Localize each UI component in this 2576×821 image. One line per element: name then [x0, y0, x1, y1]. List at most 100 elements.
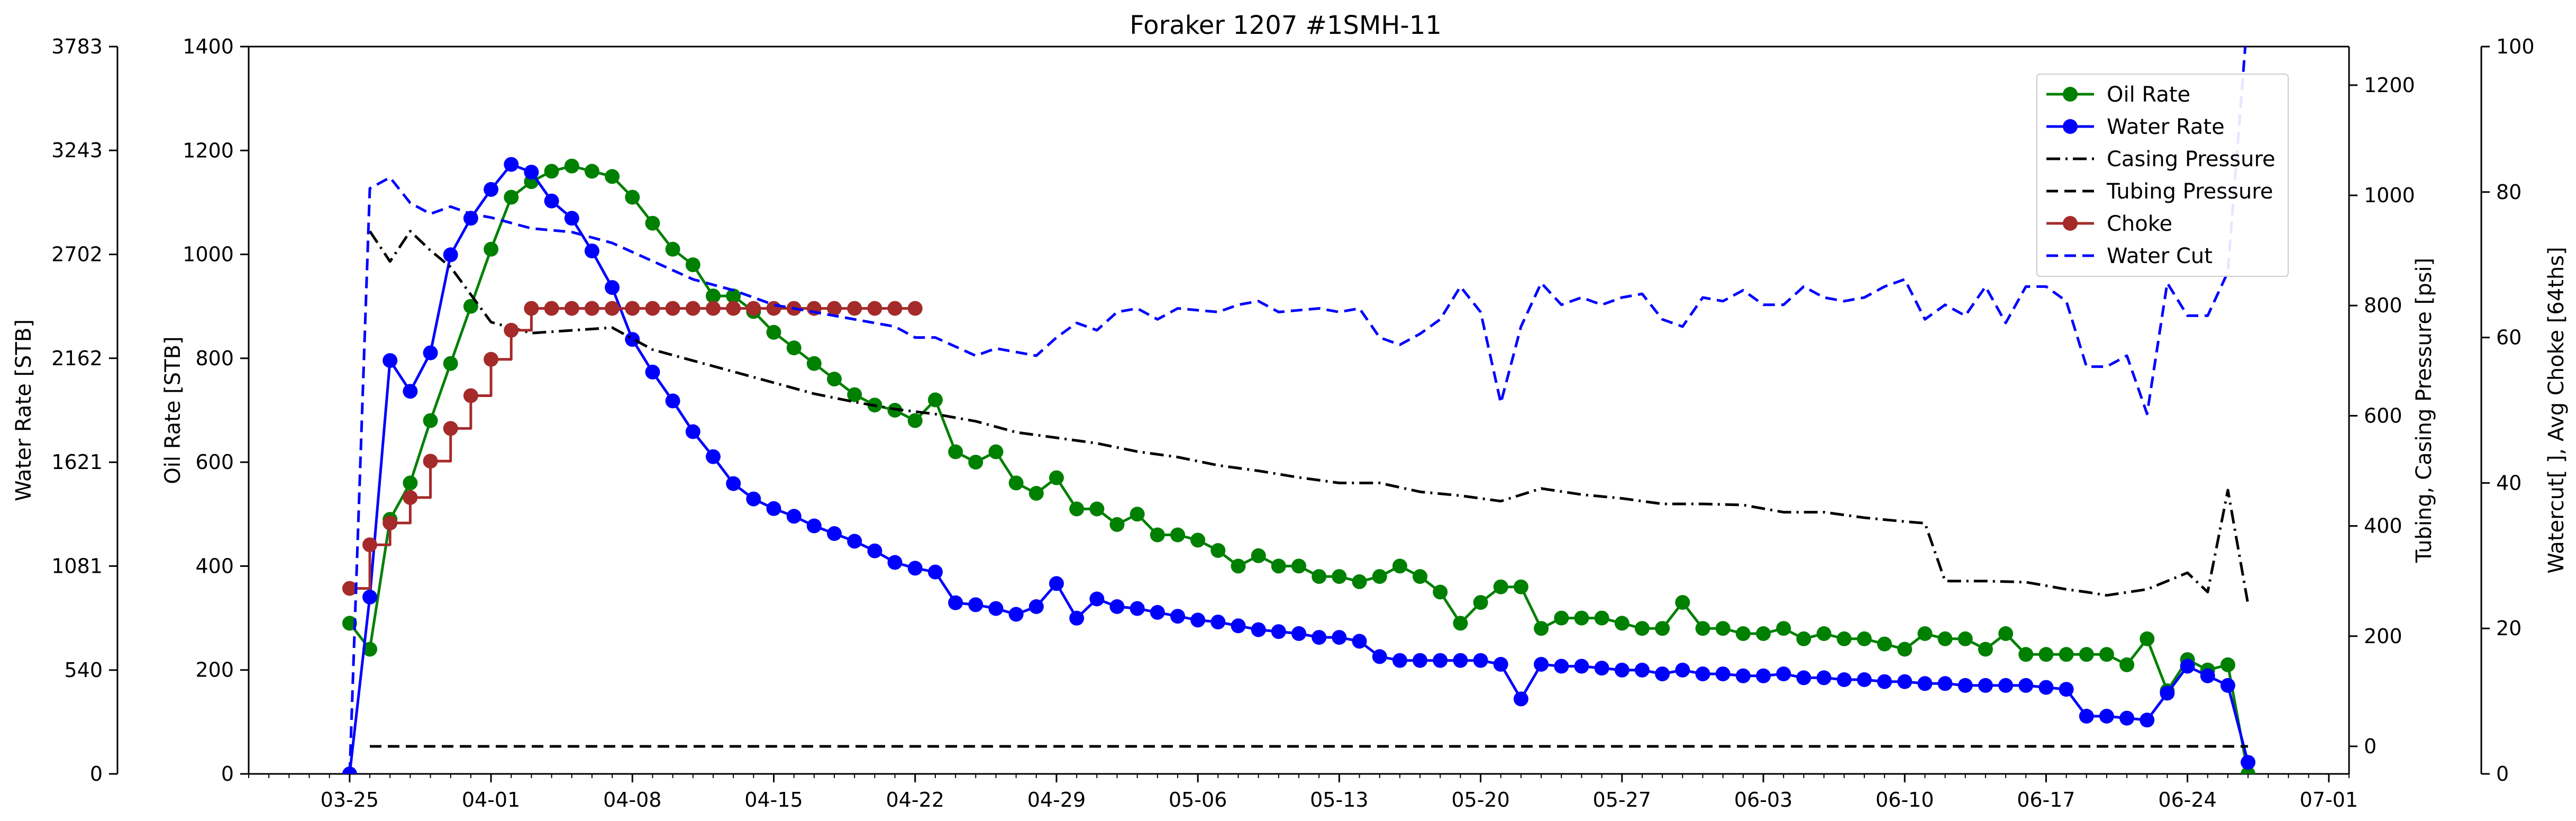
choke-point — [403, 490, 418, 505]
water-rate-point — [1473, 653, 1488, 668]
water-rate-point — [443, 247, 458, 263]
oil-rate-point — [443, 356, 458, 371]
water-rate-point — [827, 526, 842, 541]
choke-point — [342, 581, 357, 596]
oil-rate-point — [2220, 657, 2235, 672]
water-rate-point — [504, 157, 519, 172]
x-tick-label: 05-27 — [1593, 788, 1651, 811]
oil-rate-point — [2059, 647, 2074, 662]
oil-rate-point — [463, 299, 478, 314]
pressure-tick-label: 0 — [2364, 735, 2377, 758]
oil-rate-point — [1312, 569, 1327, 584]
oil-rate-point — [1614, 616, 1630, 631]
water-rate-point — [1453, 653, 1468, 668]
water-rate-point — [1958, 678, 1973, 693]
water-rate-point — [968, 597, 984, 612]
water-rate-point — [625, 332, 640, 347]
water-rate-point — [1190, 612, 1206, 628]
oil-rate-point — [1251, 548, 1266, 563]
oil-rate-point — [1877, 636, 1892, 652]
oil-rate-point — [1453, 616, 1468, 631]
choke-point — [766, 301, 781, 316]
oil-rate-point — [1352, 574, 1367, 589]
legend-label-oil-rate: Oil Rate — [2107, 83, 2190, 107]
oil-rate-point — [1816, 626, 1832, 641]
pressure-tick-label: 800 — [2364, 294, 2402, 317]
oil-rate-point — [1089, 501, 1105, 517]
oil-tick-label: 1400 — [183, 35, 234, 58]
water-rate-point — [1836, 672, 1852, 687]
oil-tick-label: 0 — [221, 762, 234, 786]
oil-axis-label: Oil Rate [STB] — [161, 336, 185, 484]
choke-point — [564, 301, 579, 316]
oil-rate-point — [584, 164, 599, 179]
oil-tick-label: 1200 — [183, 139, 234, 162]
oil-rate-point — [2119, 657, 2135, 672]
oil-rate-point — [1130, 507, 1145, 522]
oil-rate-point — [1715, 621, 1731, 636]
water-tick-label: 2702 — [51, 243, 103, 266]
oil-rate-point — [927, 392, 943, 408]
choke-point — [685, 301, 700, 316]
oil-rate-point — [1917, 626, 1933, 641]
oil-rate-point — [1675, 595, 1690, 610]
oil-rate-point — [504, 190, 519, 205]
oil-rate-point — [1978, 642, 1993, 657]
oil-rate-point — [1473, 595, 1488, 610]
x-tick-label: 04-15 — [744, 788, 803, 811]
water-rate-point — [907, 561, 923, 576]
oil-rate-point — [1332, 569, 1347, 584]
oil-rate-point — [1392, 558, 1407, 574]
water-rate-point — [1372, 649, 1387, 664]
legend-marker-choke — [2063, 216, 2078, 231]
oil-rate-point — [1998, 626, 2014, 641]
oil-rate-point — [1534, 621, 1549, 636]
water-rate-point — [887, 555, 903, 570]
choke-point — [605, 301, 620, 316]
x-tick-label: 06-03 — [1734, 788, 1792, 811]
water-rate-point — [1594, 661, 1609, 676]
water-rate-point — [2160, 685, 2175, 701]
water-rate-point — [988, 601, 1004, 616]
water-tick-label: 3783 — [51, 35, 103, 58]
choke-point — [887, 301, 903, 316]
watercut-axis-label: Watercut[ ], Avg Choke [64ths] — [2544, 247, 2569, 573]
casing-pressure-line — [368, 230, 2250, 605]
oil-rate-point — [1574, 610, 1589, 626]
water-rate-point — [584, 243, 599, 259]
legend-box — [2036, 74, 2289, 277]
watercut-tick-label: 60 — [2496, 326, 2522, 349]
choke-point — [625, 301, 640, 316]
water-tick-label: 1621 — [51, 450, 103, 474]
pressure-tick-label: 1200 — [2364, 74, 2415, 97]
water-rate-point — [1049, 576, 1064, 591]
water-rate-point — [1109, 599, 1125, 614]
oil-rate-point — [1493, 579, 1508, 594]
oil-rate-point — [1049, 470, 1064, 485]
oil-rate-point — [423, 413, 438, 428]
legend-label-tubing-pressure: Tubing Pressure — [2106, 179, 2273, 204]
water-rate-point — [867, 543, 882, 558]
axes-layer: 03-25 04-01 04-08 04-15 04-22 04-29 05-06 05-13… — [51, 35, 2534, 811]
oil-rate-point — [1028, 486, 1044, 501]
oil-rate-point — [625, 190, 640, 205]
oil-rate-point — [1372, 569, 1387, 584]
watercut-tick-label: 40 — [2496, 471, 2522, 494]
x-tick-label: 07-01 — [2300, 788, 2358, 811]
water-rate-point — [665, 393, 680, 409]
oil-rate-point — [564, 158, 579, 174]
oil-rate-point — [2038, 647, 2054, 662]
water-rate-point — [847, 534, 862, 549]
oil-rate-point — [362, 642, 377, 657]
water-tick-label: 2162 — [51, 347, 103, 370]
water-rate-point — [1130, 601, 1145, 616]
oil-rate-point — [1170, 527, 1185, 543]
oil-rate-point — [342, 616, 357, 631]
water-rate-point — [1493, 657, 1508, 672]
oil-rate-point — [1413, 569, 1427, 584]
watercut-tick-label: 100 — [2496, 35, 2535, 58]
series-layer — [342, 47, 2256, 774]
oil-rate-point — [1008, 475, 1024, 491]
water-tick-label: 540 — [64, 658, 103, 682]
pressure-tick-label: 600 — [2364, 404, 2402, 427]
